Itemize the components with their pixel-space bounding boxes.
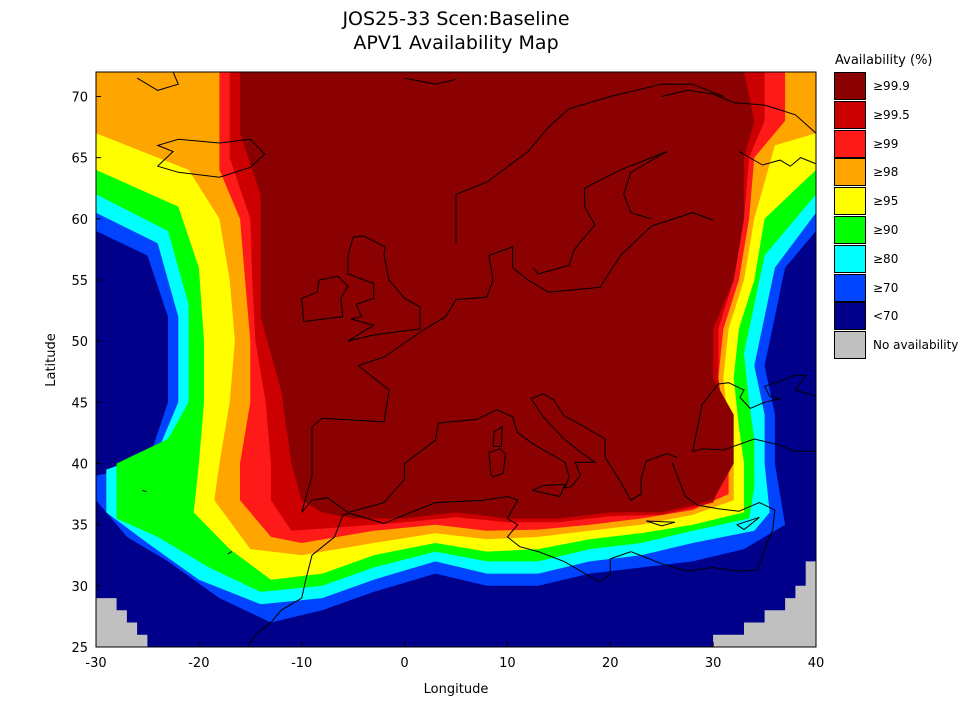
coastline-segment-12 [247,597,302,647]
legend-label: ≥99.5 [873,107,910,122]
y-tick-label: 60 [71,213,88,228]
y-tick-label: 50 [71,335,88,350]
chart-title-line2: APV1 Availability Map [353,32,559,54]
legend-swatch [834,331,866,360]
legend-item: ≥70 [834,273,954,303]
coastline-segment-5 [301,275,349,323]
legend-item: ≥80 [834,244,954,274]
coastline-segment-17 [736,516,760,531]
legend-item: <70 [834,302,954,331]
x-axis-label: Longitude [424,682,489,697]
plot-frame [95,71,817,648]
legend-swatch [834,129,866,158]
legend-swatch [834,216,866,244]
legend-item: ≥99.9 [834,72,954,101]
x-tick-label: -10 [291,656,312,671]
coastline-segment-20 [404,77,457,85]
x-tick-label: -20 [188,656,209,671]
legend-swatch [834,158,866,187]
coastline-segment-11 [301,495,758,599]
coastline-segment-1 [301,212,714,513]
coastline-segment-2 [532,151,668,275]
legend-item: ≥98 [834,158,954,187]
legend-item: ≥95 [834,187,954,216]
legend-swatch [834,273,866,302]
coastline-segment-16 [646,520,676,527]
region-99-9 [240,72,755,519]
x-tick-label: 10 [499,656,516,671]
y-axis-label: Latitude [44,333,59,387]
coastline-segment-3 [455,83,724,244]
coastline-segment-22 [142,489,147,493]
coastline-layer [136,72,816,647]
y-tick-label: 40 [71,457,88,472]
legend-swatch [834,72,866,100]
y-tick-label: 35 [71,519,88,534]
no-availability-region-2 [713,561,816,647]
legend-swatch [834,187,866,216]
y-tick-label: 45 [71,396,88,411]
x-tick-label: 30 [705,656,722,671]
y-tick-label: 55 [71,274,88,289]
coastline-segment-13 [488,448,506,478]
legend-label: ≥70 [873,280,899,295]
legend-item: ≥90 [834,216,954,245]
legend-label: <70 [873,309,899,324]
coastline-segment-10 [692,374,816,452]
legend-label: ≥90 [873,223,899,237]
y-tick-label: 30 [71,580,88,595]
coastline-segment-6 [156,138,266,178]
x-tick-label: -30 [85,656,106,671]
coastline-segment-8 [671,462,776,571]
coastline-segment-7 [301,393,678,513]
legend-label: ≥80 [873,251,899,266]
legend-label: No availability [873,338,959,353]
legend-swatch [834,302,866,331]
x-tick-label: 20 [602,656,619,671]
coastline-segment-4 [347,235,421,342]
coastline-segment-19 [738,151,816,167]
no-availability-region-1 [96,598,148,647]
coastline-segment-9 [692,438,816,452]
legend-label: ≥98 [873,165,899,180]
heatmap-layer [96,72,816,647]
y-tick-label: 25 [71,641,88,656]
coastline-segment-15 [531,483,566,498]
x-tick-label: 0 [400,656,408,671]
coastline-segment-21 [136,72,179,91]
y-tick-label: 65 [71,152,88,167]
legend-item: ≥99 [834,129,954,159]
legend-label: ≥99 [873,136,899,151]
coastline-segment-18 [661,89,816,134]
legend-swatch [834,244,866,273]
y-tick-label: 70 [71,90,88,105]
coastline-segment-23 [227,551,233,555]
legend-label: ≥95 [873,194,899,209]
legend-item: ≥99.5 [834,100,954,130]
axis-ticks: -30 -20 -10 0 10 20 30 40 25 30 35 40 45 50 55 60 65 70 [71,90,824,671]
legend-swatch [834,100,866,129]
legend-label: ≥99.9 [873,79,910,93]
coastline-segment-14 [492,425,503,447]
x-tick-label: 40 [808,656,825,671]
legend-item: No availability [834,331,958,360]
legend-title: Availability (%) [835,53,933,68]
chart-title-line1: JOS25-33 Scen:Baseline [342,8,570,30]
